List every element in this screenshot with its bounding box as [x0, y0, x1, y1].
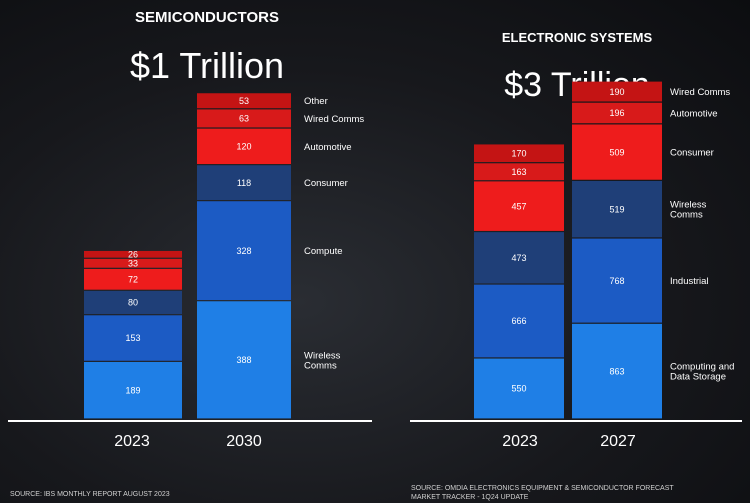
bar-segment-systems-2027-industrial	[572, 238, 662, 323]
data-label-systems-2023: 170	[511, 148, 526, 158]
data-label-semis-2023: 33	[128, 258, 138, 268]
bar-segment-semis-2023-automotive	[84, 268, 182, 290]
legend-layer: Wireless Comms Compute Consumer Automotive Wi…	[304, 87, 734, 383]
data-label-systems-2027: 509	[609, 147, 624, 157]
legend-label-systems-wireless-comms: Wireless Comms	[670, 200, 707, 221]
right-x-label-2027: 2027	[600, 433, 636, 450]
data-label-semis-2023: 26	[128, 250, 138, 260]
data-label-semis-2030: 53	[239, 96, 249, 106]
bar-segment-semis-2030-automotive	[197, 128, 291, 165]
data-label-systems-2023: 457	[511, 201, 526, 211]
legend-label-systems-computing-and-data-storage: Computing and Data Storage	[670, 362, 734, 383]
data-label-systems-2027: 768	[609, 276, 624, 286]
data-label-semis-2030: 328	[236, 246, 251, 256]
bar-segment-semis-2030-wireless-comms	[197, 301, 291, 419]
left-x-label-2030: 2030	[226, 433, 262, 450]
data-label-systems-2023: 163	[511, 167, 526, 177]
bar-segment-semis-2030-compute	[197, 201, 291, 301]
bar-segment-semis-2023-other	[84, 250, 182, 258]
legend-label-semis-wireless-comms: Wireless Comms	[304, 350, 341, 371]
bar-segment-systems-2027-wireless-comms	[572, 180, 662, 238]
data-label-semis-2023: 80	[128, 298, 138, 308]
data-label-systems-2023: 550	[511, 384, 526, 394]
bar-segment-semis-2023-wired-comms	[84, 258, 182, 268]
bar-segment-systems-2023-consumer	[474, 181, 564, 231]
data-label-systems-2023: 473	[511, 253, 526, 263]
legend-label-systems-automotive: Automotive	[670, 108, 718, 119]
right-source-line-2: MARKET TRACKER - 1Q24 UPDATE	[411, 494, 529, 501]
legend-label-semis-other: Other	[304, 96, 328, 107]
data-label-systems-2027: 519	[609, 204, 624, 214]
left-x-label-2023: 2023	[114, 433, 150, 450]
right-source-line-1: SOURCE: OMDIA ELECTRONICS EQUIPMENT & SE…	[411, 485, 674, 492]
right-chart-title: ELECTRONIC SYSTEMS	[502, 30, 653, 45]
legend-label-systems-consumer: Consumer	[670, 148, 714, 159]
bar-segment-systems-2027-wired-comms	[572, 81, 662, 102]
bar-segment-semis-2030-wired-comms	[197, 109, 291, 128]
bar-segment-systems-2027-automotive	[572, 102, 662, 124]
data-label-semis-2030: 388	[236, 355, 251, 365]
data-label-systems-2027: 196	[609, 108, 624, 118]
right-x-label-2023: 2023	[502, 433, 538, 450]
data-label-semis-2030: 120	[236, 142, 251, 152]
data-label-semis-2030: 118	[237, 178, 251, 188]
data-label-semis-2023: 72	[128, 275, 138, 285]
bar-segment-systems-2023-industrial	[474, 284, 564, 358]
legend-label-semis-wired-comms: Wired Comms	[304, 114, 364, 125]
left-source: SOURCE: IBS MONTHLY REPORT AUGUST 2023	[10, 491, 170, 498]
data-label-semis-2023: 153	[125, 333, 140, 343]
bar-segment-semis-2030-consumer	[197, 165, 291, 201]
bar-segment-semis-2023-wireless-comms	[84, 361, 182, 419]
bar-segment-systems-2027-consumer	[572, 124, 662, 180]
bar-segment-semis-2023-compute	[84, 315, 182, 361]
data-label-systems-2027: 190	[609, 87, 624, 97]
legend-label-semis-compute: Compute	[304, 246, 343, 257]
bar-segment-semis-2023-consumer	[84, 290, 182, 315]
data-label-systems-2023: 666	[511, 316, 526, 326]
bar-segment-semis-2030-other	[197, 93, 291, 109]
bar-segment-systems-2023-wired-comms	[474, 144, 564, 163]
legend-label-systems-industrial: Industrial	[670, 276, 709, 287]
legend-label-semis-automotive: Automotive	[304, 142, 352, 153]
left-chart-subtitle: $1 Trillion	[130, 45, 284, 86]
data-label-semis-2030: 63	[239, 114, 249, 124]
bar-segment-systems-2023-automotive	[474, 163, 564, 181]
bar-segment-systems-2027-computing-and-data-storage	[572, 323, 662, 419]
bar-segment-systems-2023-computing-and-data-storage	[474, 358, 564, 419]
legend-label-systems-wired-comms: Wired Comms	[670, 87, 730, 98]
legend-label-semis-consumer: Consumer	[304, 178, 348, 189]
left-chart-title: SEMICONDUCTORS	[135, 9, 279, 26]
bar-segment-systems-2023-473	[474, 232, 564, 284]
data-label-systems-2027: 863	[609, 366, 624, 376]
data-label-semis-2023: 189	[125, 385, 140, 395]
